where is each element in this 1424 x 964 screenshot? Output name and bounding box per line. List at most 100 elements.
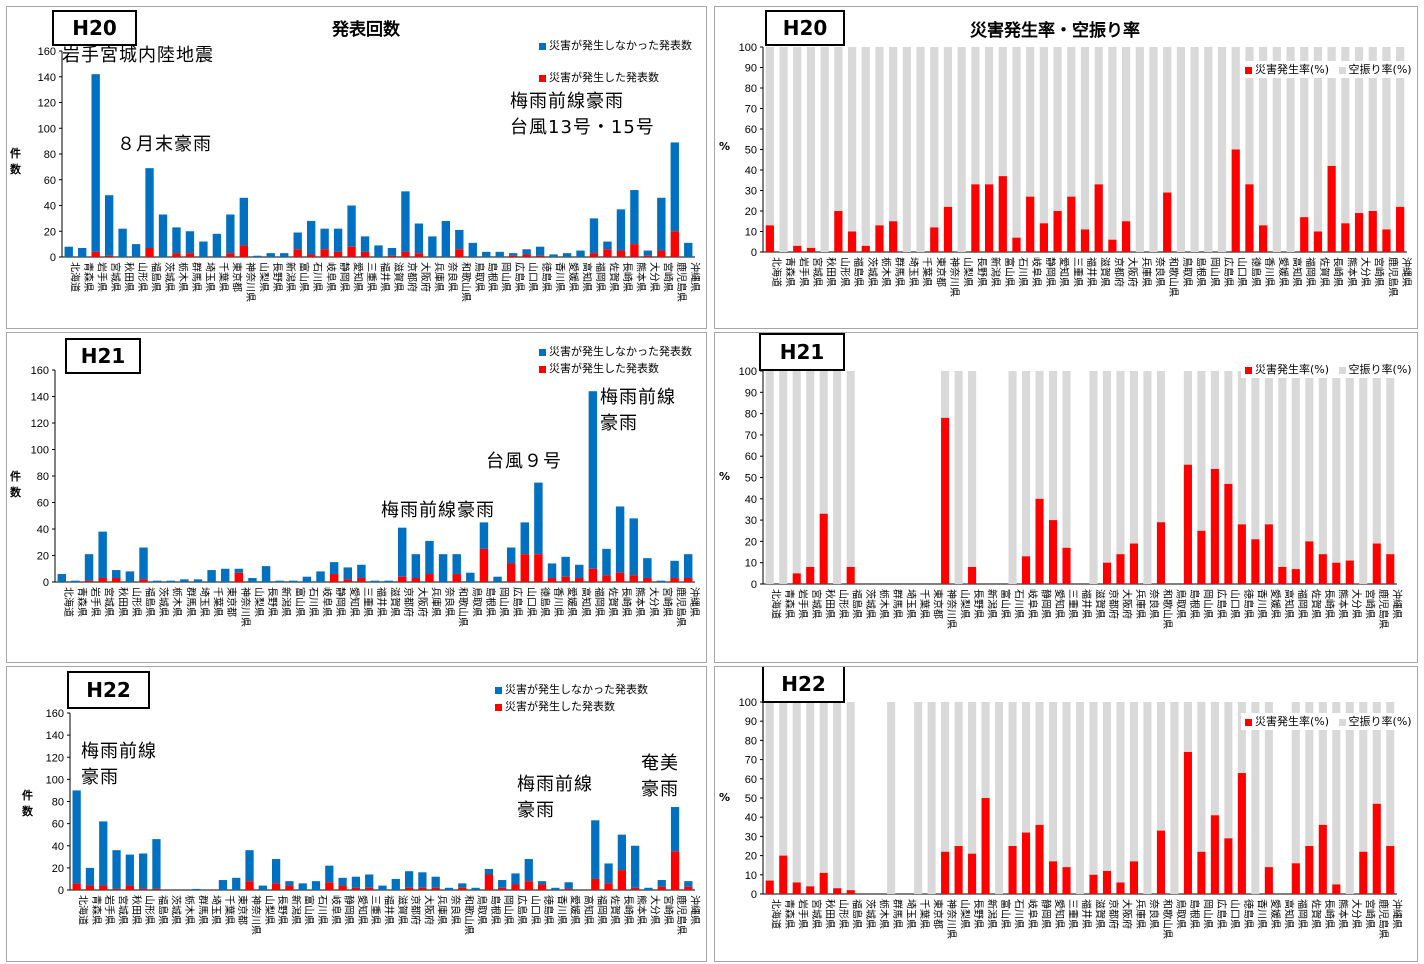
bar-no-disaster [298, 883, 307, 890]
x-tick-label: 愛知県 [352, 262, 365, 292]
bar-disaster-rate [1094, 184, 1103, 252]
bar-no-disaster [535, 246, 545, 256]
bar-no-disaster [683, 554, 693, 579]
y-tick-label: 40 [745, 812, 757, 824]
bar-disaster-rate [1102, 562, 1112, 584]
bar-miss-rate [847, 47, 857, 232]
x-tick-label: 茨城県 [170, 895, 183, 925]
x-tick-label: 徳島県 [1242, 899, 1255, 929]
bar-disaster-rate [834, 211, 843, 252]
bar-no-disaster [398, 527, 407, 577]
bar-miss-rate [1021, 371, 1031, 557]
bar-no-disaster [338, 877, 347, 886]
x-tick-label: 栃木県 [183, 895, 196, 925]
bar-no-disaster [670, 142, 679, 232]
bar-no-disaster [418, 872, 427, 888]
bar-miss-rate [1116, 702, 1125, 883]
bar-no-disaster [192, 888, 201, 890]
x-tick-label: 新潟県 [289, 895, 302, 925]
bar-disaster-rate [1116, 882, 1125, 894]
bar-disaster [452, 574, 461, 582]
annotation: 奄美 豪雨 [641, 753, 679, 800]
bar-disaster-rate [846, 890, 855, 894]
bar-disaster-rate [1089, 874, 1098, 894]
bar-miss-rate [1291, 371, 1300, 570]
x-tick-label: 山梨県 [257, 262, 270, 292]
x-tick-label: 静岡県 [334, 587, 347, 617]
x-tick-label: 宮崎県 [661, 587, 674, 617]
bar-disaster [329, 574, 339, 582]
bar-miss-rate [1008, 702, 1017, 846]
x-tick-label: 高知県 [1282, 899, 1295, 929]
x-tick-label: 岐阜県 [1026, 899, 1039, 929]
legend-label-disaster: 災害が発生した発表数 [549, 362, 659, 375]
x-tick-label: 山梨県 [959, 899, 972, 929]
y-tick-label: 0 [751, 889, 757, 901]
bar-disaster-rate [1129, 543, 1139, 584]
bar-disaster [325, 882, 334, 890]
bar-disaster [431, 887, 440, 890]
bar-disaster [589, 253, 599, 257]
x-tick-label: 長崎県 [620, 587, 633, 617]
bar-miss-rate [1156, 702, 1165, 831]
bar-miss-rate [765, 47, 774, 226]
x-tick-label: 島根県 [1188, 589, 1201, 619]
x-tick-label: 山口県 [525, 587, 537, 617]
y-tick-label: 100 [739, 42, 757, 54]
x-tick-label: 佐賀県 [1309, 589, 1321, 619]
x-tick-label: 岩手県 [96, 262, 109, 292]
bar-no-disaster [329, 562, 339, 575]
bar-miss-rate [1341, 47, 1350, 224]
annotation: 岩手宮城内陸地震 [62, 45, 214, 66]
x-tick-label: 熊本県 [634, 262, 647, 292]
bar-disaster-rate [1386, 554, 1395, 584]
bar-no-disaster [320, 228, 329, 250]
bar-disaster-rate [1035, 824, 1044, 894]
bar-no-disaster [71, 580, 80, 582]
x-tick-label: 岩手県 [797, 589, 810, 619]
bar-disaster-rate [765, 225, 774, 252]
x-tick-label: 石川県 [307, 587, 319, 617]
x-tick-label: 東京都 [932, 589, 945, 619]
bar-disaster-rate [806, 886, 815, 894]
bar-disaster [498, 887, 507, 890]
bar-miss-rate [1224, 371, 1233, 484]
bar-miss-rate [957, 47, 966, 252]
x-tick-label: 岩手県 [89, 587, 102, 617]
x-tick-label: 茨城県 [864, 589, 877, 619]
bar-disaster-rate [941, 417, 950, 584]
year-label-h21: H21 [759, 333, 845, 371]
bar-disaster-rate [1048, 861, 1058, 894]
bar-miss-rate [1251, 371, 1260, 540]
bar-miss-rate [1048, 702, 1058, 862]
y-tick-label: 140 [31, 392, 49, 404]
bar-disaster [511, 884, 520, 890]
y-tick-label: 70 [745, 430, 757, 442]
bar-no-disaster [604, 863, 613, 884]
bar-miss-rate [1231, 47, 1240, 150]
y-axis-label: 件数 [22, 789, 33, 818]
x-tick-label: 新潟県 [280, 587, 293, 617]
x-tick-label: 福井県 [383, 895, 396, 925]
bar-no-disaster [644, 887, 653, 890]
bar-miss-rate [1305, 371, 1314, 542]
year-label-h22: H22 [762, 667, 845, 703]
y-tick-label: 20 [44, 226, 56, 238]
x-tick-label: 島根県 [1188, 899, 1201, 929]
bar-disaster [112, 578, 121, 582]
bar-no-disaster [670, 807, 680, 852]
x-tick-label: 鳥取県 [1181, 257, 1194, 287]
bar-no-disaster [258, 885, 267, 890]
bar-disaster-rate [981, 798, 990, 894]
x-tick-label: 青森県 [783, 589, 796, 619]
rate-chart-h20: 0 10 20 30 40 50 60 70 80 90 100 北海道 青森県 岩手県 宮城県 秋田県 山形県… [714, 6, 1418, 329]
x-tick-label: 広島県 [515, 895, 528, 925]
bar-no-disaster [152, 580, 162, 582]
bar-no-disaster [245, 850, 254, 882]
bar-no-disaster [365, 874, 374, 888]
bar-miss-rate [819, 371, 828, 514]
bar-miss-rate [1129, 702, 1139, 862]
bar-disaster-rate [1372, 803, 1381, 894]
bar-no-disaster [185, 231, 195, 254]
bar-miss-rate [779, 702, 788, 856]
